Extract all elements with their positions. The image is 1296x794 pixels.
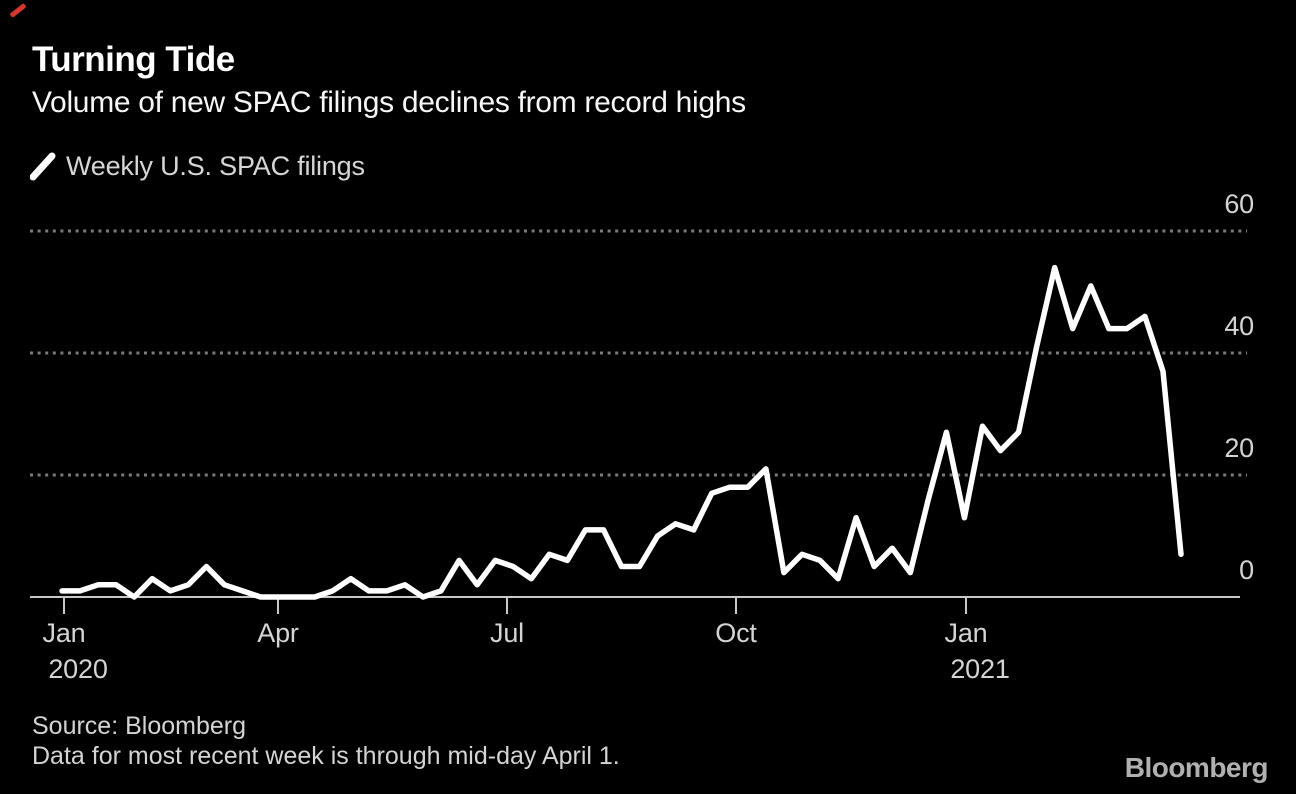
legend-label: Weekly U.S. SPAC filings [66, 150, 365, 181]
x-axis-label: Jul [490, 618, 524, 648]
y-axis-label: 0 [1239, 555, 1254, 585]
data-note: Data for most recent week is through mid… [32, 742, 620, 770]
x-axis-year-label: 2021 [950, 654, 1010, 684]
x-axis-label: Jan [42, 618, 86, 648]
chart-title: Turning Tide [32, 40, 235, 79]
x-axis-label: Jan [944, 618, 988, 648]
legend: Weekly U.S. SPAC filings [30, 150, 365, 182]
y-axis-label: 60 [1224, 189, 1254, 219]
legend-line-slash-icon [30, 152, 56, 181]
x-axis-year-label: 2020 [48, 654, 108, 684]
bloomberg-logo: Bloomberg [1124, 752, 1269, 783]
x-axis-label: Apr [257, 618, 299, 648]
x-axis-label: Oct [715, 618, 757, 648]
data-line-weekly-spac-filings [59, 264, 1184, 600]
chart-subtitle: Volume of new SPAC filings declines from… [32, 86, 746, 119]
source-note: Source: Bloomberg [32, 712, 247, 740]
y-axis-label: 20 [1224, 433, 1254, 463]
y-axis-label: 40 [1224, 311, 1254, 341]
